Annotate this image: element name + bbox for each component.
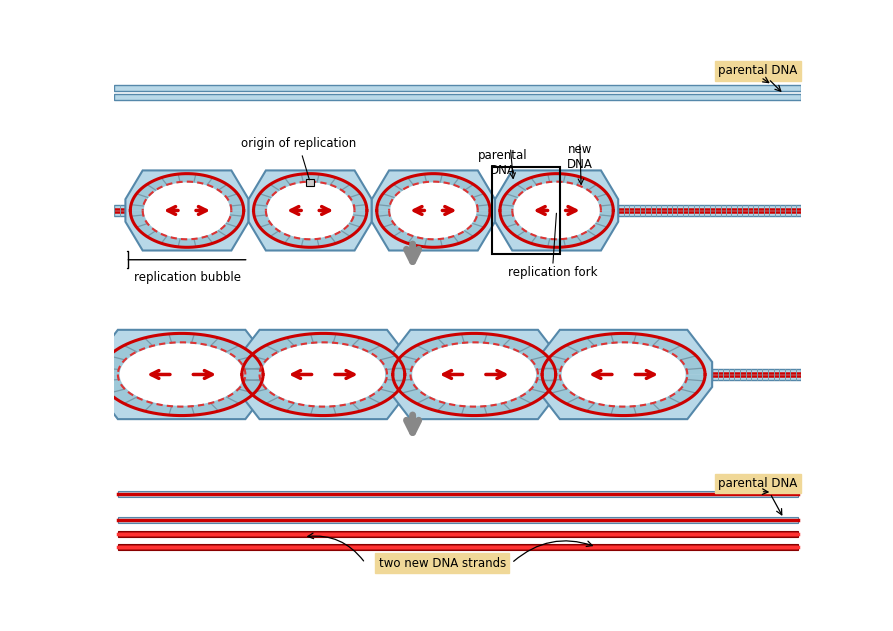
Text: replication bubble: replication bubble (134, 271, 240, 283)
Polygon shape (254, 211, 367, 247)
Text: parental DNA: parental DNA (718, 477, 797, 490)
Polygon shape (130, 211, 244, 247)
Polygon shape (390, 182, 477, 239)
Polygon shape (93, 330, 271, 419)
Bar (118, 491, 797, 497)
Bar (712, 369, 802, 380)
Polygon shape (235, 330, 412, 419)
Polygon shape (542, 374, 705, 416)
Polygon shape (393, 374, 555, 416)
Polygon shape (495, 170, 618, 251)
Polygon shape (144, 182, 230, 239)
Text: origin of replication: origin of replication (241, 138, 356, 180)
Text: replication fork: replication fork (508, 266, 597, 279)
Polygon shape (267, 182, 354, 239)
Polygon shape (542, 333, 705, 374)
Text: parental
DNA: parental DNA (478, 149, 528, 177)
Polygon shape (242, 374, 405, 416)
Polygon shape (377, 174, 490, 211)
Polygon shape (262, 343, 385, 406)
Polygon shape (500, 174, 613, 211)
Bar (492, 167, 560, 254)
Polygon shape (371, 170, 495, 251)
Bar (114, 94, 802, 100)
Bar (118, 531, 797, 537)
Polygon shape (413, 343, 536, 406)
Bar (114, 205, 125, 216)
Polygon shape (248, 170, 371, 251)
Polygon shape (130, 174, 244, 211)
Polygon shape (386, 330, 563, 419)
Polygon shape (535, 330, 712, 419)
Bar (118, 544, 797, 550)
Text: new
DNA: new DNA (567, 143, 593, 172)
Polygon shape (393, 333, 555, 374)
Polygon shape (242, 333, 405, 374)
Bar (618, 205, 802, 216)
Polygon shape (100, 374, 263, 416)
Polygon shape (120, 343, 244, 406)
Polygon shape (125, 170, 248, 251)
Polygon shape (377, 211, 490, 247)
Polygon shape (500, 211, 613, 247)
Polygon shape (100, 333, 263, 374)
Text: parental DNA: parental DNA (718, 64, 797, 77)
Bar (114, 85, 802, 91)
Bar (306, 179, 314, 186)
Polygon shape (513, 182, 600, 239)
Bar (118, 517, 797, 523)
Text: two new DNA strands: two new DNA strands (379, 557, 506, 570)
Polygon shape (254, 174, 367, 211)
Polygon shape (562, 343, 686, 406)
Bar (93, 369, 114, 380)
